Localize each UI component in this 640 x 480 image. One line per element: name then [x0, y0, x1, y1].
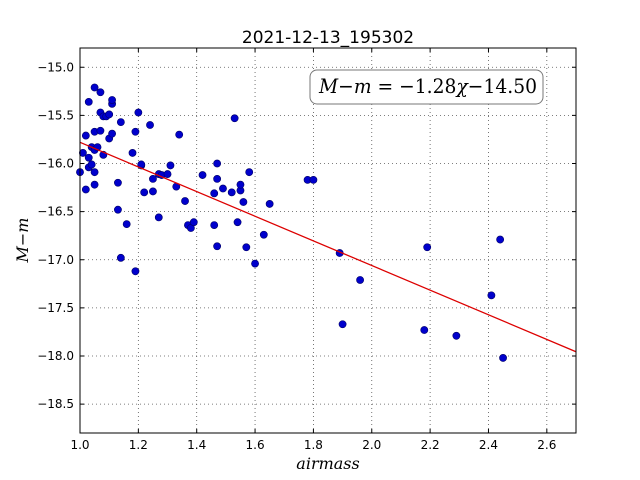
- data-point: [96, 126, 105, 135]
- x-tick-label: 1.4: [187, 438, 206, 452]
- axis-ticks: [79, 48, 576, 433]
- data-point: [251, 259, 259, 268]
- y-tick-labels: −15.0 −15.5 −16.0 −16.5 −17.0 −17.5 −18.0 −18.5: [37, 60, 74, 411]
- data-point: [230, 114, 239, 123]
- y-tick-label: −18.0: [37, 349, 74, 363]
- data-point: [87, 160, 96, 169]
- data-point: [309, 175, 318, 184]
- data-point: [96, 88, 105, 97]
- data-point: [108, 96, 116, 104]
- chart-title: 2021-12-13_195302: [242, 28, 414, 48]
- data-point: [154, 213, 163, 222]
- data-point: [210, 221, 219, 229]
- data-point: [233, 218, 242, 227]
- data-point: [146, 121, 154, 129]
- data-point: [122, 220, 131, 229]
- data-point: [265, 200, 274, 208]
- data-point: [242, 243, 251, 252]
- data-point: [181, 197, 189, 205]
- data-point: [166, 161, 175, 170]
- data-point: [219, 184, 227, 193]
- data-point: [189, 218, 198, 227]
- fit-equation-slope: = −1.28: [372, 74, 457, 98]
- x-tick-label: 2.0: [362, 438, 381, 452]
- fit-line-layer: [79, 141, 577, 353]
- scatter-series: [76, 83, 507, 362]
- x-axis-label: airmass: [296, 454, 359, 473]
- fit-equation: M−m = −1.28χ−14.50: [318, 74, 537, 98]
- y-tick-label: −16.5: [37, 205, 74, 219]
- annotation-box: [309, 69, 544, 105]
- data-point: [108, 129, 116, 138]
- fit-equation-variable: χ: [455, 74, 470, 98]
- data-point: [90, 180, 99, 189]
- x-tick-label: 1.8: [304, 438, 323, 452]
- data-point: [198, 171, 207, 179]
- y-tick-label: −15.5: [37, 108, 74, 122]
- data-point: [114, 205, 122, 214]
- x-tick-labels: 1.0 1.2 1.4 1.6 1.8 2.0 2.2 2.4 2.6: [70, 438, 556, 452]
- data-point: [131, 127, 140, 136]
- data-point: [245, 168, 254, 177]
- data-point: [423, 243, 432, 252]
- data-point: [90, 168, 99, 177]
- fit-equation-intercept: −14.50: [468, 74, 537, 98]
- data-point: [213, 159, 222, 168]
- data-point: [487, 291, 496, 300]
- grid: [80, 48, 576, 433]
- data-point: [134, 108, 143, 117]
- fit-annotation: M−m = −1.28χ−14.50: [309, 69, 544, 105]
- data-point: [239, 198, 248, 206]
- data-point: [175, 130, 184, 139]
- data-point: [114, 178, 122, 187]
- data-point: [149, 174, 157, 183]
- x-tick-label: 1.6: [246, 438, 265, 452]
- fit-line: [79, 141, 577, 353]
- y-tick-label: −17.0: [37, 253, 74, 267]
- data-point: [163, 170, 172, 178]
- data-point: [236, 180, 245, 189]
- data-point: [116, 118, 125, 127]
- data-point: [149, 187, 157, 196]
- data-point: [131, 267, 140, 276]
- data-point: [356, 276, 364, 284]
- data-point: [259, 230, 268, 239]
- data-point: [90, 83, 99, 92]
- y-tick-label: −15.0: [37, 60, 74, 74]
- plot-frame: [79, 47, 577, 434]
- fit-equation-lhs: M−m: [318, 74, 371, 98]
- data-point: [338, 320, 347, 329]
- data-point: [420, 326, 429, 334]
- data-point: [452, 331, 461, 340]
- x-tick-label: 2.4: [479, 438, 498, 452]
- data-point: [496, 235, 505, 244]
- x-tick-label: 1.0: [70, 438, 89, 452]
- data-point: [128, 149, 137, 157]
- x-tick-label: 2.2: [421, 438, 440, 452]
- data-point: [213, 174, 222, 183]
- data-point: [105, 110, 114, 119]
- y-tick-label: −16.0: [37, 157, 74, 171]
- data-point: [81, 185, 90, 194]
- data-point: [140, 188, 149, 197]
- data-point: [81, 131, 90, 140]
- data-point: [79, 149, 87, 157]
- data-point: [116, 253, 125, 262]
- x-tick-label: 1.2: [129, 438, 148, 452]
- y-axis-label: M−m: [13, 218, 32, 264]
- data-point: [210, 189, 219, 198]
- data-point: [213, 242, 222, 251]
- y-tick-label: −18.5: [37, 397, 74, 411]
- data-point: [227, 188, 236, 197]
- data-point: [499, 354, 507, 362]
- data-point: [84, 98, 93, 106]
- y-tick-label: −17.5: [37, 301, 74, 315]
- data-point: [84, 153, 93, 162]
- x-tick-label: 2.6: [537, 438, 556, 452]
